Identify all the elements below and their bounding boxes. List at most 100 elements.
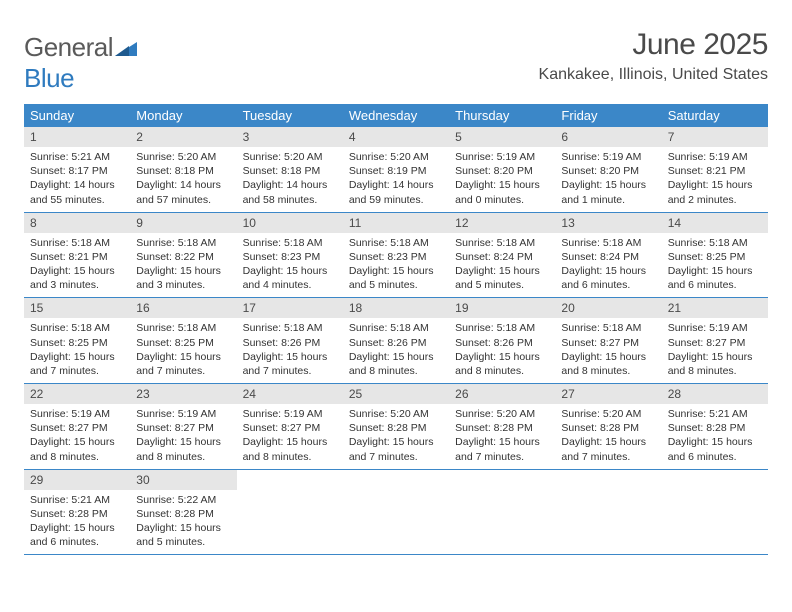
sunset-line: Sunset: 8:18 PM bbox=[136, 164, 230, 178]
day-number: 5 bbox=[449, 127, 555, 147]
sunset-line: Sunset: 8:21 PM bbox=[30, 250, 124, 264]
daylight-line: Daylight: 15 hours and 6 minutes. bbox=[668, 264, 762, 292]
day-cell: 4Sunrise: 5:20 AMSunset: 8:19 PMDaylight… bbox=[343, 127, 449, 212]
day-cell: 10Sunrise: 5:18 AMSunset: 8:23 PMDayligh… bbox=[237, 213, 343, 298]
sunrise-line: Sunrise: 5:21 AM bbox=[30, 150, 124, 164]
day-number: 2 bbox=[130, 127, 236, 147]
week-row: 22Sunrise: 5:19 AMSunset: 8:27 PMDayligh… bbox=[24, 384, 768, 470]
daylight-line: Daylight: 15 hours and 7 minutes. bbox=[455, 435, 549, 463]
day-body: Sunrise: 5:20 AMSunset: 8:28 PMDaylight:… bbox=[555, 404, 661, 469]
daylight-line: Daylight: 14 hours and 58 minutes. bbox=[243, 178, 337, 206]
day-cell: 26Sunrise: 5:20 AMSunset: 8:28 PMDayligh… bbox=[449, 384, 555, 469]
day-number: 9 bbox=[130, 213, 236, 233]
day-number: 10 bbox=[237, 213, 343, 233]
sunset-line: Sunset: 8:28 PM bbox=[30, 507, 124, 521]
sunrise-line: Sunrise: 5:22 AM bbox=[136, 493, 230, 507]
day-body: Sunrise: 5:20 AMSunset: 8:28 PMDaylight:… bbox=[343, 404, 449, 469]
sunrise-line: Sunrise: 5:20 AM bbox=[561, 407, 655, 421]
daylight-line: Daylight: 15 hours and 7 minutes. bbox=[243, 350, 337, 378]
sunset-line: Sunset: 8:28 PM bbox=[561, 421, 655, 435]
day-body: Sunrise: 5:19 AMSunset: 8:27 PMDaylight:… bbox=[237, 404, 343, 469]
day-body: Sunrise: 5:20 AMSunset: 8:28 PMDaylight:… bbox=[449, 404, 555, 469]
day-cell: 12Sunrise: 5:18 AMSunset: 8:24 PMDayligh… bbox=[449, 213, 555, 298]
day-cell: 1Sunrise: 5:21 AMSunset: 8:17 PMDaylight… bbox=[24, 127, 130, 212]
sunrise-line: Sunrise: 5:21 AM bbox=[30, 493, 124, 507]
day-number: 17 bbox=[237, 298, 343, 318]
day-cell: 13Sunrise: 5:18 AMSunset: 8:24 PMDayligh… bbox=[555, 213, 661, 298]
sunset-line: Sunset: 8:20 PM bbox=[455, 164, 549, 178]
sunrise-line: Sunrise: 5:18 AM bbox=[349, 236, 443, 250]
day-number: 11 bbox=[343, 213, 449, 233]
daylight-line: Daylight: 15 hours and 7 minutes. bbox=[561, 435, 655, 463]
sunrise-line: Sunrise: 5:19 AM bbox=[243, 407, 337, 421]
day-body: Sunrise: 5:19 AMSunset: 8:27 PMDaylight:… bbox=[662, 318, 768, 383]
calendar: SundayMondayTuesdayWednesdayThursdayFrid… bbox=[24, 104, 768, 555]
daylight-line: Daylight: 15 hours and 8 minutes. bbox=[243, 435, 337, 463]
sunrise-line: Sunrise: 5:18 AM bbox=[30, 321, 124, 335]
day-body: Sunrise: 5:20 AMSunset: 8:19 PMDaylight:… bbox=[343, 147, 449, 212]
day-number: 19 bbox=[449, 298, 555, 318]
week-row: 29Sunrise: 5:21 AMSunset: 8:28 PMDayligh… bbox=[24, 470, 768, 556]
day-number: 7 bbox=[662, 127, 768, 147]
sunrise-line: Sunrise: 5:18 AM bbox=[668, 236, 762, 250]
weekday-saturday: Saturday bbox=[662, 104, 768, 127]
day-cell: 21Sunrise: 5:19 AMSunset: 8:27 PMDayligh… bbox=[662, 298, 768, 383]
daylight-line: Daylight: 15 hours and 6 minutes. bbox=[561, 264, 655, 292]
day-number: 25 bbox=[343, 384, 449, 404]
day-cell: 20Sunrise: 5:18 AMSunset: 8:27 PMDayligh… bbox=[555, 298, 661, 383]
sunset-line: Sunset: 8:28 PM bbox=[455, 421, 549, 435]
day-cell: 5Sunrise: 5:19 AMSunset: 8:20 PMDaylight… bbox=[449, 127, 555, 212]
sunrise-line: Sunrise: 5:19 AM bbox=[668, 321, 762, 335]
day-cell: 30Sunrise: 5:22 AMSunset: 8:28 PMDayligh… bbox=[130, 470, 236, 555]
day-body: Sunrise: 5:18 AMSunset: 8:23 PMDaylight:… bbox=[343, 233, 449, 298]
day-cell: 29Sunrise: 5:21 AMSunset: 8:28 PMDayligh… bbox=[24, 470, 130, 555]
daylight-line: Daylight: 15 hours and 3 minutes. bbox=[30, 264, 124, 292]
day-number: 29 bbox=[24, 470, 130, 490]
day-number: 16 bbox=[130, 298, 236, 318]
title-block: June 2025 Kankakee, Illinois, United Sta… bbox=[539, 28, 768, 84]
day-body: Sunrise: 5:18 AMSunset: 8:27 PMDaylight:… bbox=[555, 318, 661, 383]
sunset-line: Sunset: 8:19 PM bbox=[349, 164, 443, 178]
day-cell: 18Sunrise: 5:18 AMSunset: 8:26 PMDayligh… bbox=[343, 298, 449, 383]
weekday-wednesday: Wednesday bbox=[343, 104, 449, 127]
daylight-line: Daylight: 15 hours and 3 minutes. bbox=[136, 264, 230, 292]
day-cell: 25Sunrise: 5:20 AMSunset: 8:28 PMDayligh… bbox=[343, 384, 449, 469]
day-body: Sunrise: 5:18 AMSunset: 8:25 PMDaylight:… bbox=[24, 318, 130, 383]
sunset-line: Sunset: 8:25 PM bbox=[30, 336, 124, 350]
weekday-tuesday: Tuesday bbox=[237, 104, 343, 127]
daylight-line: Daylight: 15 hours and 8 minutes. bbox=[349, 350, 443, 378]
daylight-line: Daylight: 15 hours and 8 minutes. bbox=[136, 435, 230, 463]
day-number: 28 bbox=[662, 384, 768, 404]
sunrise-line: Sunrise: 5:18 AM bbox=[455, 236, 549, 250]
logo-word-general: General bbox=[24, 32, 113, 62]
weekday-friday: Friday bbox=[555, 104, 661, 127]
sunrise-line: Sunrise: 5:19 AM bbox=[561, 150, 655, 164]
sunrise-line: Sunrise: 5:19 AM bbox=[30, 407, 124, 421]
sunset-line: Sunset: 8:28 PM bbox=[349, 421, 443, 435]
day-body: Sunrise: 5:18 AMSunset: 8:21 PMDaylight:… bbox=[24, 233, 130, 298]
logo-word-blue: Blue bbox=[24, 63, 74, 93]
sunrise-line: Sunrise: 5:21 AM bbox=[668, 407, 762, 421]
daylight-line: Daylight: 14 hours and 55 minutes. bbox=[30, 178, 124, 206]
daylight-line: Daylight: 15 hours and 8 minutes. bbox=[668, 350, 762, 378]
sunset-line: Sunset: 8:27 PM bbox=[561, 336, 655, 350]
sunset-line: Sunset: 8:17 PM bbox=[30, 164, 124, 178]
daylight-line: Daylight: 15 hours and 1 minute. bbox=[561, 178, 655, 206]
sunrise-line: Sunrise: 5:20 AM bbox=[349, 407, 443, 421]
day-body: Sunrise: 5:18 AMSunset: 8:26 PMDaylight:… bbox=[449, 318, 555, 383]
day-number: 8 bbox=[24, 213, 130, 233]
day-body: Sunrise: 5:18 AMSunset: 8:22 PMDaylight:… bbox=[130, 233, 236, 298]
daylight-line: Daylight: 15 hours and 8 minutes. bbox=[30, 435, 124, 463]
sunrise-line: Sunrise: 5:18 AM bbox=[243, 236, 337, 250]
day-cell: 23Sunrise: 5:19 AMSunset: 8:27 PMDayligh… bbox=[130, 384, 236, 469]
sunset-line: Sunset: 8:20 PM bbox=[561, 164, 655, 178]
day-cell-empty bbox=[555, 470, 661, 555]
day-body: Sunrise: 5:19 AMSunset: 8:27 PMDaylight:… bbox=[24, 404, 130, 469]
daylight-line: Daylight: 15 hours and 7 minutes. bbox=[136, 350, 230, 378]
sunrise-line: Sunrise: 5:20 AM bbox=[243, 150, 337, 164]
day-cell: 7Sunrise: 5:19 AMSunset: 8:21 PMDaylight… bbox=[662, 127, 768, 212]
day-cell: 28Sunrise: 5:21 AMSunset: 8:28 PMDayligh… bbox=[662, 384, 768, 469]
day-number: 21 bbox=[662, 298, 768, 318]
sunrise-line: Sunrise: 5:19 AM bbox=[136, 407, 230, 421]
day-body: Sunrise: 5:18 AMSunset: 8:23 PMDaylight:… bbox=[237, 233, 343, 298]
